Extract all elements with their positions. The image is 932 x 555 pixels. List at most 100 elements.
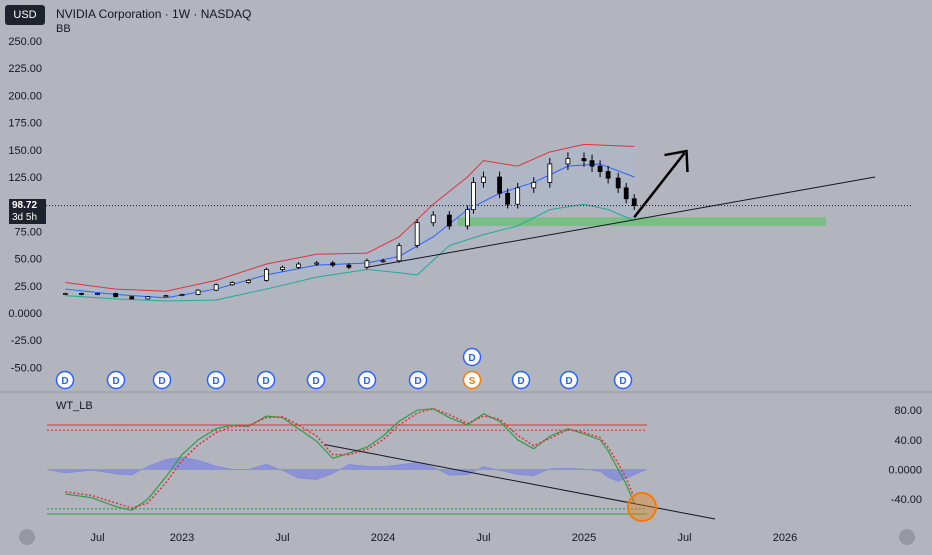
- candle-body: [623, 187, 629, 200]
- trendline: [366, 176, 876, 268]
- dividend-marker[interactable]: D: [613, 370, 633, 390]
- candle-body: [264, 269, 269, 281]
- candle-body: [364, 260, 370, 268]
- x-tick-label: Jul: [476, 532, 490, 544]
- symbol-title: NVIDIA Corporation · 1W · NASDAQ: [56, 7, 252, 21]
- dividend-marker[interactable]: D: [106, 370, 126, 390]
- scroll-left-button: [19, 529, 35, 545]
- candle-body: [296, 263, 301, 268]
- marker-circle: [462, 370, 482, 390]
- x-tick-label: 2023: [170, 532, 194, 544]
- split-marker[interactable]: S: [462, 370, 482, 390]
- dividend-marker[interactable]: D: [408, 370, 428, 390]
- dividend-marker[interactable]: D: [256, 370, 276, 390]
- y-tick-label: 25.00: [14, 281, 42, 293]
- x-tick-label: Jul: [275, 532, 289, 544]
- candle-body: [615, 177, 621, 189]
- marker-circle: [357, 370, 377, 390]
- candle-body: [346, 264, 352, 268]
- marker-circle: [55, 370, 75, 390]
- candle-body: [396, 245, 402, 262]
- marker-circle: [256, 370, 276, 390]
- bb-indicator-label[interactable]: BB: [56, 23, 71, 35]
- osc-y-tick-label: -40.00: [891, 494, 922, 506]
- candle-body: [631, 198, 637, 206]
- candle-body: [314, 262, 320, 265]
- marker-letter: D: [61, 376, 68, 387]
- projection-arrow-head: [664, 149, 689, 173]
- candle-body: [597, 165, 603, 172]
- y-tick-label: -50.00: [11, 362, 42, 374]
- marker-letter: D: [363, 376, 370, 387]
- bb-lower-line: [65, 203, 635, 302]
- marker-circle: [462, 347, 482, 367]
- bar-countdown: 3d 5h: [12, 212, 38, 223]
- dividend-marker[interactable]: D: [357, 370, 377, 390]
- candle-body: [465, 209, 470, 227]
- candle-body: [414, 222, 420, 246]
- marker-circle: [511, 370, 531, 390]
- marker-circle: [408, 370, 428, 390]
- wt1-line: [65, 408, 635, 511]
- last-price-value: 98.72: [12, 200, 38, 211]
- marker-letter: D: [619, 376, 626, 387]
- candle-body: [505, 192, 511, 205]
- dividend-marker[interactable]: D: [152, 370, 172, 390]
- dividend-marker[interactable]: D: [206, 370, 226, 390]
- osc-y-tick-label: 80.00: [894, 405, 922, 417]
- candle-body: [547, 163, 553, 183]
- marker-letter: D: [517, 376, 524, 387]
- last-price-label: 98.72 3d 5h: [9, 199, 46, 224]
- candle-body: [471, 182, 476, 211]
- candle-body: [113, 293, 119, 298]
- bb-band-fill: [65, 144, 635, 302]
- candle-body: [229, 282, 235, 286]
- candle-body: [497, 176, 502, 194]
- x-tick-label: Jul: [677, 532, 691, 544]
- candle-body: [446, 214, 452, 227]
- marker-letter: D: [158, 376, 165, 387]
- scroll-right-button: [899, 529, 915, 545]
- projection-arrow: [633, 152, 686, 219]
- marker-letter: D: [468, 353, 475, 364]
- candle-body: [589, 160, 595, 167]
- candle-body: [605, 171, 611, 179]
- candle-body: [195, 289, 201, 295]
- candle-body: [330, 262, 336, 266]
- candle-body: [531, 182, 537, 189]
- candle-body: [213, 284, 219, 291]
- dividend-marker[interactable]: D: [511, 370, 531, 390]
- x-tick-label: 2024: [371, 532, 395, 544]
- dividend-marker[interactable]: D: [306, 370, 326, 390]
- candle-body: [380, 260, 386, 263]
- osc-trendline: [324, 444, 716, 520]
- candle-body: [280, 266, 285, 270]
- candle-body: [163, 295, 169, 298]
- dividend-marker[interactable]: D: [559, 370, 579, 390]
- y-tick-label: 200.00: [8, 90, 42, 102]
- currency-badge[interactable]: USD: [5, 5, 45, 25]
- marker-letter: D: [312, 376, 319, 387]
- candle-body: [95, 293, 100, 295]
- marker-letter: S: [469, 376, 476, 387]
- wt-indicator-label[interactable]: WT_LB: [56, 400, 93, 412]
- candle-body: [63, 293, 68, 295]
- candle-body: [129, 296, 135, 300]
- candle-body: [565, 158, 571, 165]
- marker-circle: [613, 370, 633, 390]
- marker-circle: [559, 370, 579, 390]
- dividend-marker[interactable]: D: [462, 347, 482, 367]
- marker-letter: D: [112, 376, 119, 387]
- oversold-highlight-circle: [627, 492, 657, 522]
- marker-circle: [106, 370, 126, 390]
- y-tick-label: 150.00: [8, 145, 42, 157]
- y-tick-label: 125.00: [8, 172, 42, 184]
- x-tick-label: 2026: [773, 532, 797, 544]
- wt2-line: [65, 407, 635, 509]
- dividend-marker[interactable]: D: [55, 370, 75, 390]
- y-tick-label: 225.00: [8, 63, 42, 75]
- y-tick-label: 175.00: [8, 118, 42, 130]
- marker-letter: D: [414, 376, 421, 387]
